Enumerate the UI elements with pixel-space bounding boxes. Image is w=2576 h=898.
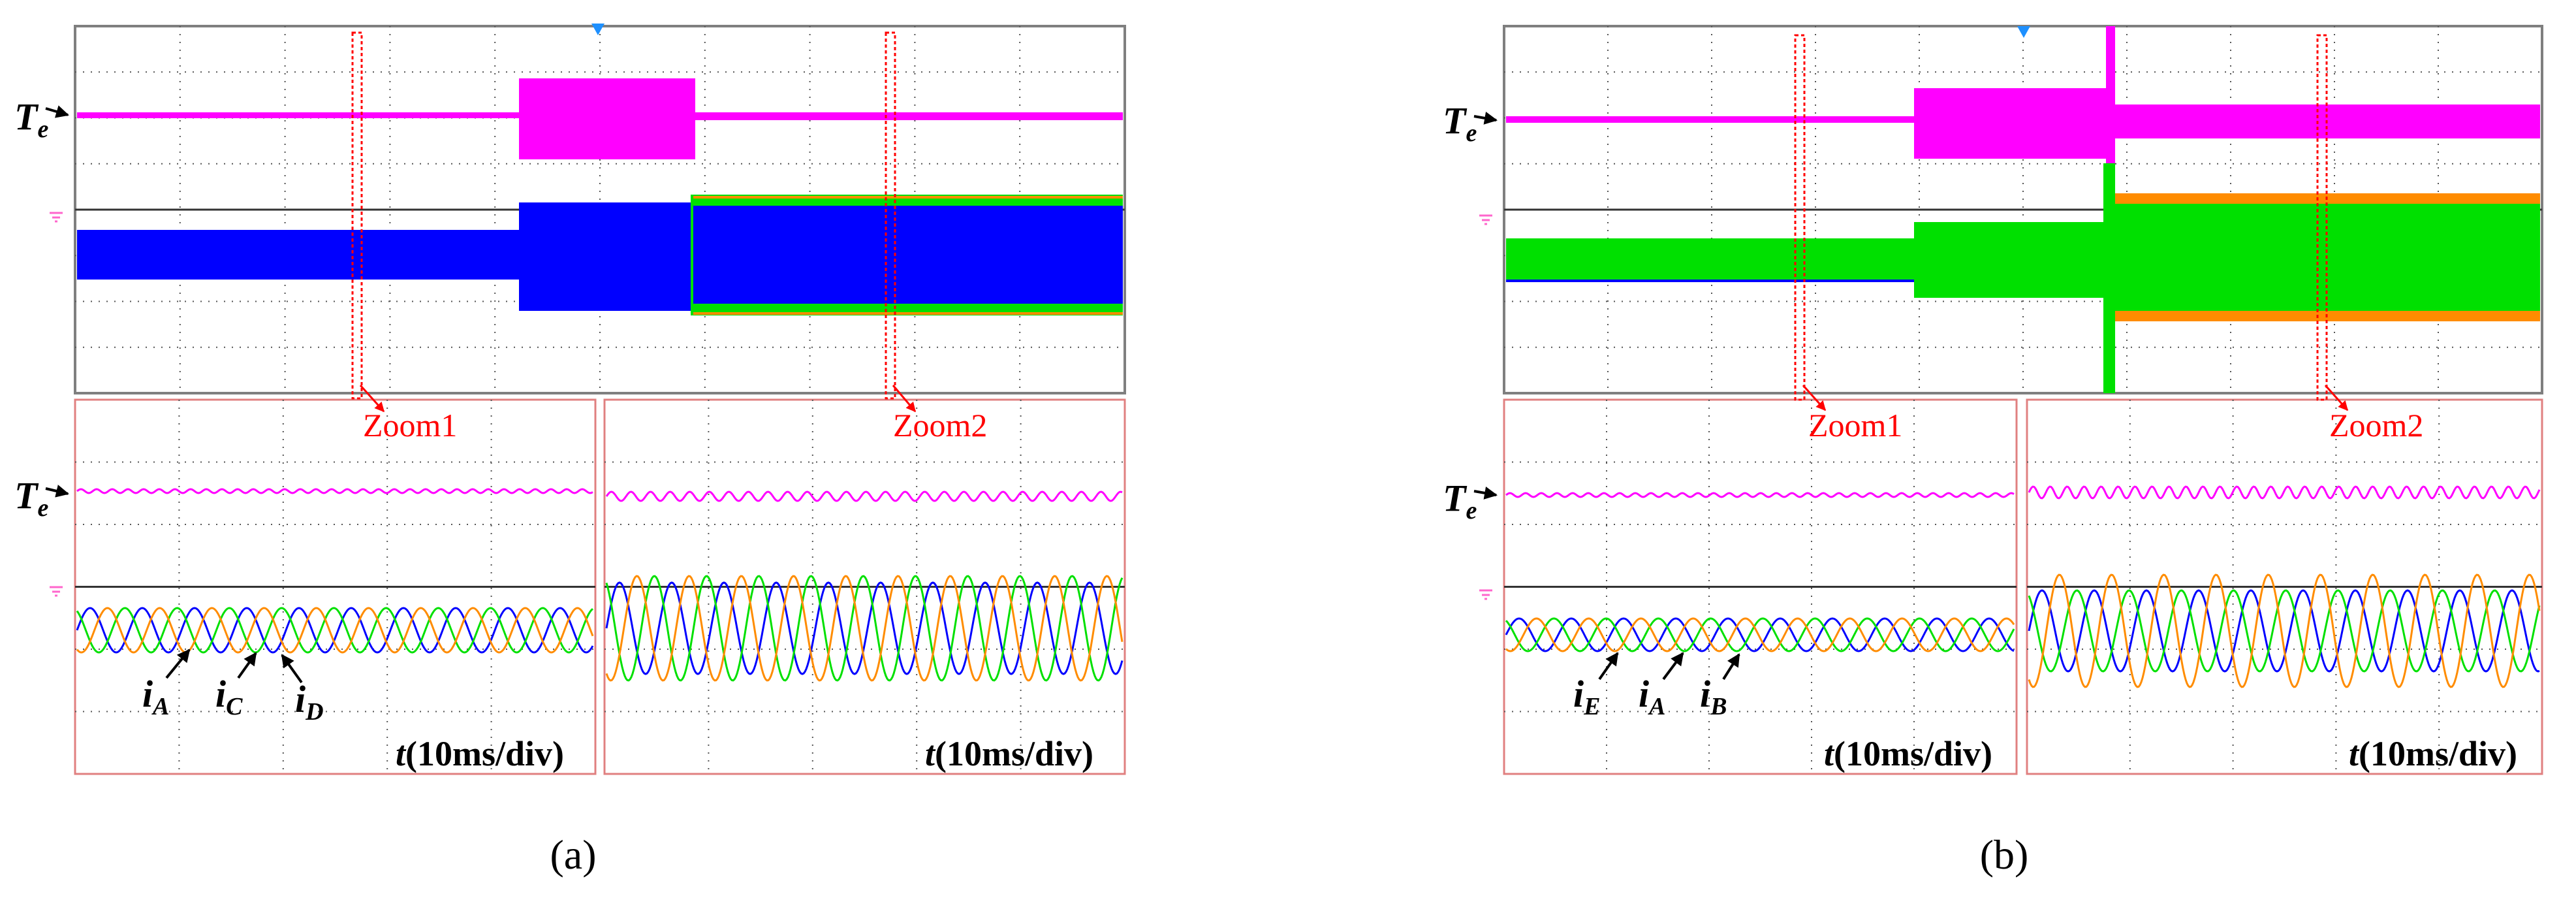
panel-a-zoom2-frame: [603, 398, 1126, 775]
trace-line: [1505, 617, 2015, 652]
trace-line: [605, 581, 1123, 675]
panel-a-label-iA: iA: [142, 673, 169, 720]
panel-b-torque-level-marker: [1473, 112, 1498, 125]
panel-b-current-spike: [2103, 163, 2115, 393]
panel-a: Zoom1 Zoom2 Te Te iA iC iD t(10ms/div) t…: [14, 24, 1126, 878]
trace-line: [76, 607, 594, 654]
panel-b-current-band-1: [1506, 238, 1914, 281]
trace-line: [1505, 617, 2015, 652]
trace-line: [605, 490, 1123, 502]
panel-a-zoom1-frame: [74, 398, 597, 775]
panel-a-zoom1-time-label: t(10ms/div): [396, 734, 564, 773]
panel-b-zoom2-label: Zoom2: [2329, 407, 2423, 443]
panel-b-torque-band-2: [1914, 88, 2110, 159]
panel-a-current-band-2: [519, 202, 695, 311]
trace-line: [76, 488, 593, 494]
panel-a-current-band-orange-top: [693, 196, 1123, 199]
panel-a-trigger-marker: [591, 24, 605, 35]
panel-a-zoom1-label: Zoom1: [363, 407, 457, 443]
panel-b-label-iE: iE: [1573, 673, 1600, 720]
trace-line: [76, 607, 594, 654]
panel-b-zoom1-label: Zoom1: [1808, 407, 1902, 443]
panel-b-torque-level-marker-zoom: [1473, 487, 1498, 500]
panel-a-caption: (a): [550, 831, 596, 878]
trace-line: [2028, 589, 2540, 673]
panel-a-ground-marker: [50, 212, 63, 223]
trace-line: [2028, 589, 2541, 673]
panel-a-zoom2-traces: [605, 490, 1123, 682]
panel-b-zoom1-time-label: t(10ms/div): [1824, 734, 1992, 773]
trace-line: [2028, 573, 2541, 688]
panel-b-torque-label-zoom: Te: [1443, 477, 1477, 524]
panel-a-zoom2-label: Zoom2: [893, 407, 987, 443]
panel-b-zoom2-frame: [2026, 398, 2543, 775]
panel-a-current-band-orange-bottom: [693, 312, 1123, 315]
trace-line: [605, 575, 1123, 682]
panel-a-current-band-1: [77, 230, 519, 280]
panel-b-zoom2-arrow: [2324, 384, 2349, 411]
panel-b-zoom2-window: [2316, 34, 2328, 401]
trace-line: [2028, 485, 2541, 500]
panel-b-zoom1-window: [1794, 34, 1806, 401]
panel-b-trigger-marker: [2017, 26, 2030, 38]
trace-line: [1505, 492, 2015, 498]
panel-a-zoom2-arrow: [892, 385, 917, 413]
panel-a-label-iD: iD: [295, 678, 324, 726]
panel-a-ground-marker-zoom: [50, 586, 63, 597]
panel-a-zoom2-time-label: t(10ms/div): [925, 734, 1093, 773]
panel-a-torque-label-zoom: Te: [14, 474, 48, 522]
panel-b-torque-label: Te: [1443, 99, 1477, 147]
trace-line: [605, 575, 1123, 682]
panel-a-torque-label: Te: [14, 95, 48, 143]
panel-a-zoom1-window: [351, 31, 363, 400]
panel-b-zoom2-time-label: t(10ms/div): [2349, 734, 2517, 773]
panel-a-torque-band-1: [77, 112, 521, 118]
panel-b-label-iA: iA: [1639, 673, 1665, 720]
panel-a-torque-band-2: [519, 78, 695, 159]
panel-b-label-iB: iB: [1700, 673, 1727, 720]
panel-b-zoom2-traces: [2028, 485, 2541, 688]
panel-b-zoom1-traces: [1505, 492, 2015, 652]
panel-b-torque-spike: [2106, 26, 2115, 176]
panel-b-current-band-2: [1914, 222, 2110, 298]
panel-b-current-labels: iE iA iB: [1573, 652, 1740, 720]
panel-b-ground-marker: [1479, 214, 1492, 225]
panel-a-label-iC: iC: [215, 673, 243, 720]
trace-line: [1505, 617, 2015, 652]
panel-a-torque-band-3: [695, 112, 1123, 120]
panel-a-current-labels: iA iC iD: [142, 649, 324, 726]
panel-a-zoom1-traces: [76, 488, 594, 654]
trace-line: [76, 607, 594, 654]
panel-a-current-band-3: [693, 206, 1123, 304]
panel-a-torque-level-marker-zoom: [45, 485, 69, 498]
panel-b-torque-band-1: [1506, 116, 1914, 123]
panel-b: Zoom1 Zoom2 Te Te iE iA iB t(10ms/div) t…: [1443, 25, 2543, 878]
panel-a-zoom2-window: [885, 31, 896, 400]
panel-b-zoom1-arrow: [1802, 384, 1827, 411]
panel-a-zoom1-arrow: [359, 384, 385, 413]
panel-b-current-band-1-edge: [1506, 280, 1914, 282]
panel-b-zoom1-frame: [1503, 398, 2018, 775]
panel-b-ground-marker-zoom: [1479, 589, 1492, 600]
panel-a-torque-level-marker: [45, 105, 69, 118]
panel-a-overview-traces: [77, 78, 1123, 315]
panel-b-caption: (b): [1980, 831, 2029, 878]
